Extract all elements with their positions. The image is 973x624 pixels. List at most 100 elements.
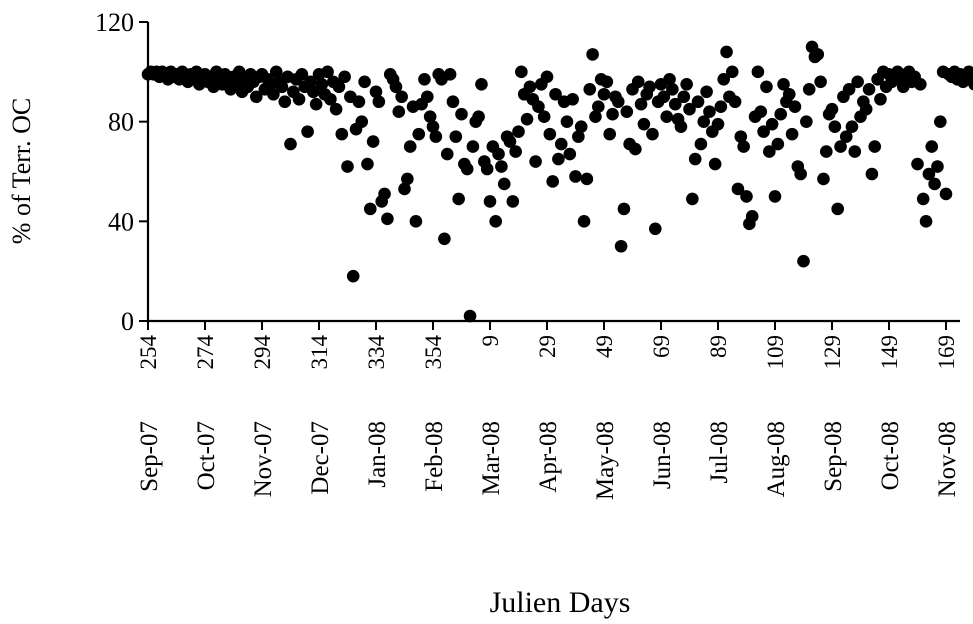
month-label: Aug-08	[763, 421, 790, 497]
data-point	[634, 97, 648, 111]
data-point	[777, 77, 790, 91]
data-point	[708, 157, 722, 171]
data-point	[321, 65, 334, 79]
data-point	[304, 75, 317, 89]
month-label: Nov-07	[250, 421, 277, 497]
month-label: Nov-08	[934, 421, 961, 497]
data-point	[614, 239, 628, 253]
data-point	[703, 105, 716, 118]
data-point	[572, 130, 585, 143]
data-point	[686, 192, 699, 206]
data-point	[475, 77, 488, 91]
data-point	[782, 87, 796, 101]
data-point	[361, 157, 374, 171]
data-point	[440, 147, 454, 161]
y-ticks: 0 40 80 120	[95, 8, 148, 336]
data-point	[543, 127, 557, 141]
data-point	[497, 177, 511, 191]
x-tick-label: 334	[364, 335, 389, 370]
data-point	[637, 117, 651, 131]
data-point	[811, 48, 825, 61]
data-point	[483, 195, 497, 208]
data-point	[401, 172, 414, 186]
x-tick-label: 89	[706, 335, 731, 358]
data-point	[919, 215, 933, 228]
data-point	[745, 210, 759, 223]
month-label: Jan-08	[364, 421, 391, 488]
data-point	[751, 65, 765, 79]
data-point	[592, 100, 605, 114]
data-point	[554, 137, 568, 151]
data-point	[460, 162, 474, 176]
data-point	[771, 137, 785, 151]
x-tick-label: 9	[478, 335, 503, 347]
y-axis-label: % of Terr. OC	[7, 98, 36, 244]
data-point	[911, 157, 924, 171]
data-point	[657, 90, 671, 104]
data-point	[785, 127, 799, 141]
data-point	[939, 187, 953, 201]
data-point	[292, 92, 306, 106]
data-point	[512, 125, 525, 138]
data-point	[549, 87, 562, 101]
x-tick-label: 354	[421, 335, 446, 370]
data-point	[563, 147, 577, 161]
data-point	[968, 78, 973, 91]
data-point	[868, 140, 882, 153]
data-point	[831, 202, 844, 216]
month-label: May-08	[592, 421, 619, 500]
data-point	[691, 95, 705, 109]
data-point	[403, 140, 417, 153]
month-label: Oct-08	[877, 421, 904, 490]
data-point	[660, 110, 673, 123]
data-point	[925, 140, 939, 153]
data-point	[814, 75, 827, 89]
data-point	[620, 105, 634, 118]
plot-area: 0 40 80 120 254 274 294 314 334 354 9 29 49 69 89 109 1…	[95, 8, 973, 500]
data-point	[600, 75, 614, 89]
month-label: Jun-08	[649, 421, 676, 489]
data-point	[848, 145, 862, 158]
data-point	[916, 192, 930, 206]
data-point	[455, 107, 468, 121]
data-point	[631, 75, 645, 89]
data-point	[688, 152, 702, 166]
data-point	[307, 85, 320, 99]
data-point	[532, 100, 545, 114]
y-tick-label: 120	[95, 8, 134, 37]
month-label: Sep-07	[136, 421, 163, 492]
x-tick-label: 274	[193, 335, 218, 370]
data-point	[495, 160, 508, 173]
data-point	[529, 155, 542, 168]
data-point	[862, 82, 876, 96]
data-point	[802, 82, 816, 96]
data-point	[463, 309, 477, 323]
data-point	[589, 110, 602, 123]
data-point	[366, 135, 380, 148]
data-point	[355, 115, 369, 128]
data-point	[301, 125, 314, 138]
data-point	[668, 97, 682, 111]
data-point	[874, 92, 887, 106]
month-label: Apr-08	[535, 421, 562, 493]
data-point	[714, 100, 728, 114]
data-point	[817, 172, 830, 186]
data-point	[372, 95, 386, 109]
y-tick-label: 0	[121, 307, 134, 336]
data-point	[734, 130, 748, 143]
x-tick-label: 314	[307, 335, 332, 370]
data-point	[663, 73, 676, 86]
data-point	[269, 65, 283, 79]
data-point	[492, 147, 505, 161]
data-point	[611, 95, 625, 109]
data-point	[506, 195, 520, 208]
data-point	[520, 112, 534, 126]
data-point	[757, 125, 770, 138]
data-point	[934, 115, 947, 128]
month-label: Mar-08	[478, 421, 505, 495]
data-point	[398, 182, 411, 196]
data-point	[443, 68, 457, 81]
data-point	[834, 140, 847, 153]
data-point	[346, 269, 360, 283]
data-point	[828, 120, 842, 133]
